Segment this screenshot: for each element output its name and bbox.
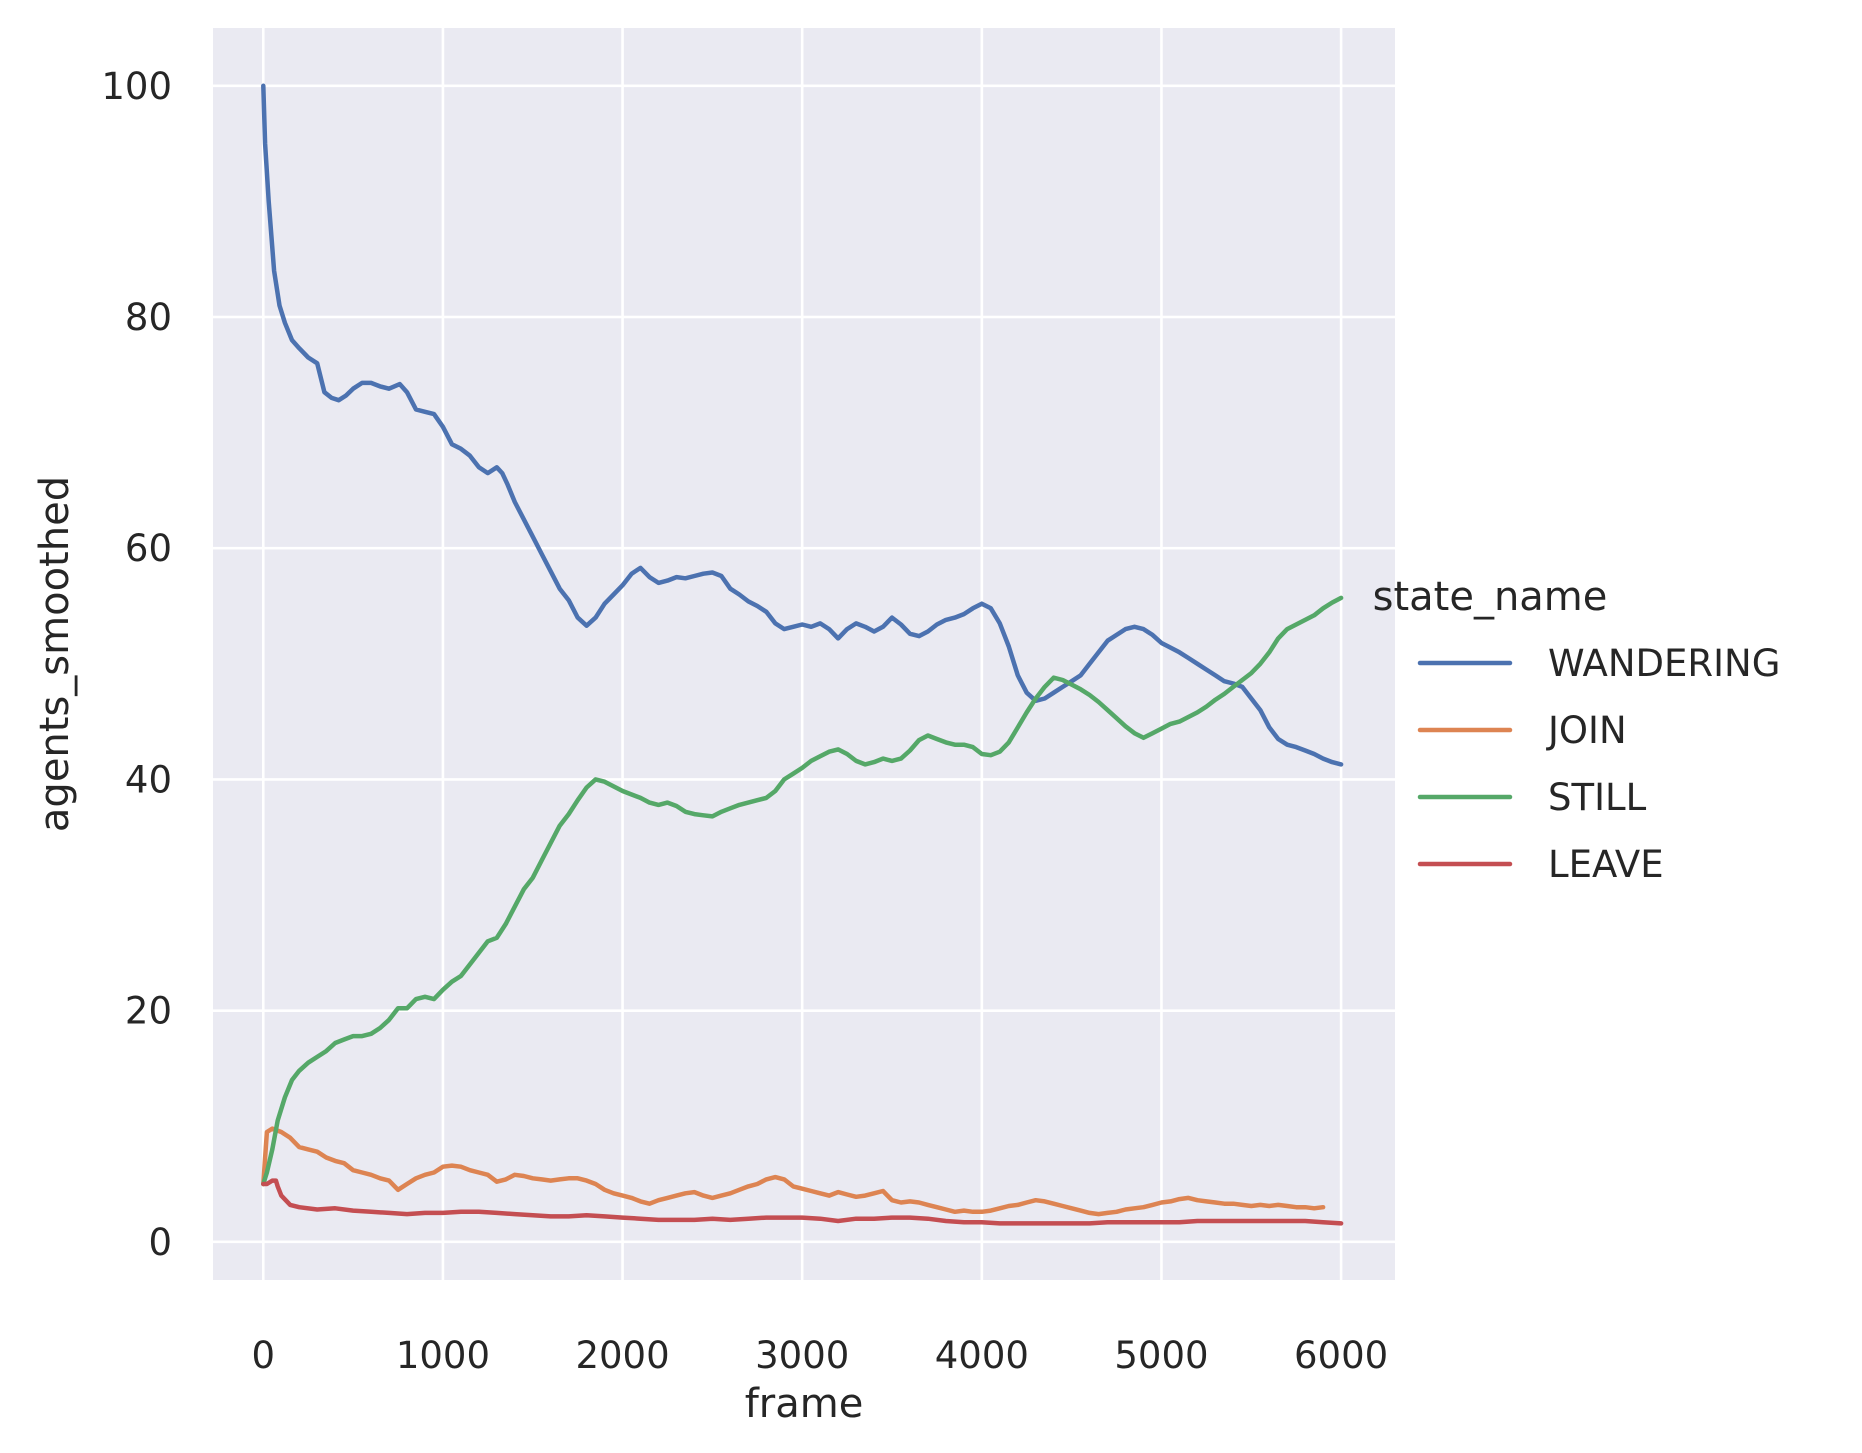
series-group <box>261 83 1344 1226</box>
plot-area <box>213 28 1395 1280</box>
series-line-still <box>261 595 1344 1187</box>
legend-label-wandering: WANDERING <box>1548 642 1780 685</box>
legend-label-leave: LEAVE <box>1548 843 1664 886</box>
legend-title: state_name <box>1373 574 1608 620</box>
legend: state_name WANDERING JOIN STILL LEAVE <box>1373 574 1781 886</box>
x-tick-label: 4000 <box>935 1334 1029 1377</box>
series-line-leave <box>261 1178 1344 1226</box>
x-axis-ticks: 0 1000 2000 3000 4000 5000 6000 <box>252 1334 1389 1377</box>
x-tick-label: 0 <box>252 1334 276 1377</box>
y-tick-label: 100 <box>101 65 172 108</box>
legend-items: WANDERING JOIN STILL LEAVE <box>1417 642 1780 886</box>
y-tick-label: 0 <box>148 1221 172 1264</box>
legend-label-still: STILL <box>1548 776 1647 819</box>
series-line-wandering <box>261 83 1344 767</box>
y-axis-ticks: 0 20 40 60 80 100 <box>101 65 172 1264</box>
y-axis-label: agents_smoothed <box>32 476 78 832</box>
x-tick-label: 3000 <box>755 1334 849 1377</box>
legend-label-join: JOIN <box>1546 709 1627 752</box>
y-tick-label: 40 <box>125 758 172 801</box>
y-tick-label: 80 <box>125 296 172 339</box>
x-axis-label: frame <box>745 1381 864 1427</box>
x-tick-label: 5000 <box>1114 1334 1208 1377</box>
grid-lines <box>213 28 1395 1280</box>
y-tick-label: 60 <box>125 527 172 570</box>
y-tick-label: 20 <box>125 990 172 1033</box>
series-line-join <box>261 1126 1326 1217</box>
x-tick-label: 6000 <box>1294 1334 1388 1377</box>
x-tick-label: 2000 <box>575 1334 669 1377</box>
x-tick-label: 1000 <box>396 1334 490 1377</box>
